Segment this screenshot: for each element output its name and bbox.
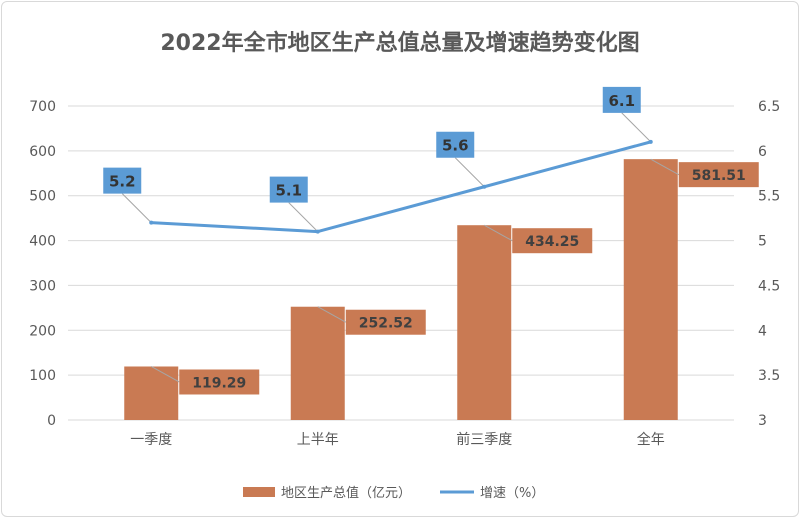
bar-label-box <box>512 228 593 254</box>
bar <box>623 159 678 420</box>
left-tick-label: 400 <box>29 234 56 250</box>
right-tick-label: 5.5 <box>758 189 780 205</box>
legend-bar-label: 地区生产总值（亿元） <box>281 485 411 501</box>
line-label-box <box>436 131 475 158</box>
right-tick-label: 4 <box>758 323 767 339</box>
line-data-label: 5.2 <box>109 173 136 191</box>
line-label-leader <box>121 193 152 223</box>
growth-line <box>151 140 652 234</box>
left-tick-label: 300 <box>29 278 56 294</box>
chart-title: 2022年全市地区生产总值总量及增速趋势变化图 <box>160 30 639 56</box>
label-leader-lines <box>121 112 679 383</box>
category-label: 上半年 <box>297 432 339 448</box>
line-data-label: 5.1 <box>275 182 302 200</box>
right-tick-label: 3.5 <box>758 368 780 384</box>
bar-label-box <box>678 162 759 188</box>
bar-label-leader <box>650 158 679 176</box>
line-point <box>648 139 653 144</box>
bar <box>290 306 345 420</box>
line-label-leader <box>288 202 319 232</box>
bar-label-leader <box>484 224 513 242</box>
bar-label-leader <box>317 306 346 323</box>
category-label: 前三季度 <box>456 431 512 448</box>
right-tick-label: 6 <box>758 144 767 160</box>
bar <box>124 366 179 420</box>
line-label-box <box>103 167 142 194</box>
line-point <box>315 229 320 234</box>
bar-series <box>124 159 678 420</box>
right-axis-ticks: 3 3.5 4 4.5 5 5.5 6 6.5 <box>758 99 780 429</box>
line-label-box <box>269 176 308 203</box>
line-series <box>149 139 653 234</box>
left-tick-label: 700 <box>29 99 56 115</box>
bar-data-label: 119.29 <box>192 375 246 391</box>
line-label-box <box>602 86 641 113</box>
right-tick-label: 6.5 <box>758 99 780 115</box>
bar-label-box <box>345 309 426 335</box>
legend: 地区生产总值（亿元） 增速（%） <box>243 485 544 501</box>
bar-data-labels: 119.29 252.52 434.25 581.51 <box>179 162 759 395</box>
line-data-labels: 5.2 5.1 5.6 6.1 <box>103 86 641 203</box>
legend-bar-swatch <box>243 487 275 497</box>
category-label: 全年 <box>637 431 665 448</box>
left-tick-label: 200 <box>29 323 56 339</box>
line-data-label: 5.6 <box>442 137 469 155</box>
left-tick-label: 500 <box>29 189 56 205</box>
line-point <box>149 220 154 225</box>
line-label-leader <box>621 112 652 143</box>
line-data-label: 6.1 <box>608 92 635 110</box>
legend-line-label: 增速（%） <box>480 486 544 501</box>
category-label: 一季度 <box>130 432 172 448</box>
bar-label-leader <box>151 366 180 383</box>
right-tick-label: 3 <box>758 413 767 429</box>
bar-label-box <box>179 369 260 395</box>
left-axis-ticks: 0 100 200 300 400 500 600 700 <box>29 99 56 429</box>
line-label-leader <box>454 157 485 188</box>
left-tick-label: 0 <box>47 413 56 429</box>
bar <box>457 225 512 420</box>
left-tick-label: 600 <box>29 144 56 160</box>
category-axis-labels: 一季度 上半年 前三季度 全年 <box>130 431 665 448</box>
left-tick-label: 100 <box>29 368 56 384</box>
right-tick-label: 4.5 <box>758 278 780 294</box>
line-point <box>482 184 487 189</box>
bar-data-label: 434.25 <box>525 234 579 250</box>
right-tick-label: 5 <box>758 234 767 250</box>
bar-data-label: 581.51 <box>692 168 746 184</box>
bar-data-label: 252.52 <box>359 316 413 332</box>
